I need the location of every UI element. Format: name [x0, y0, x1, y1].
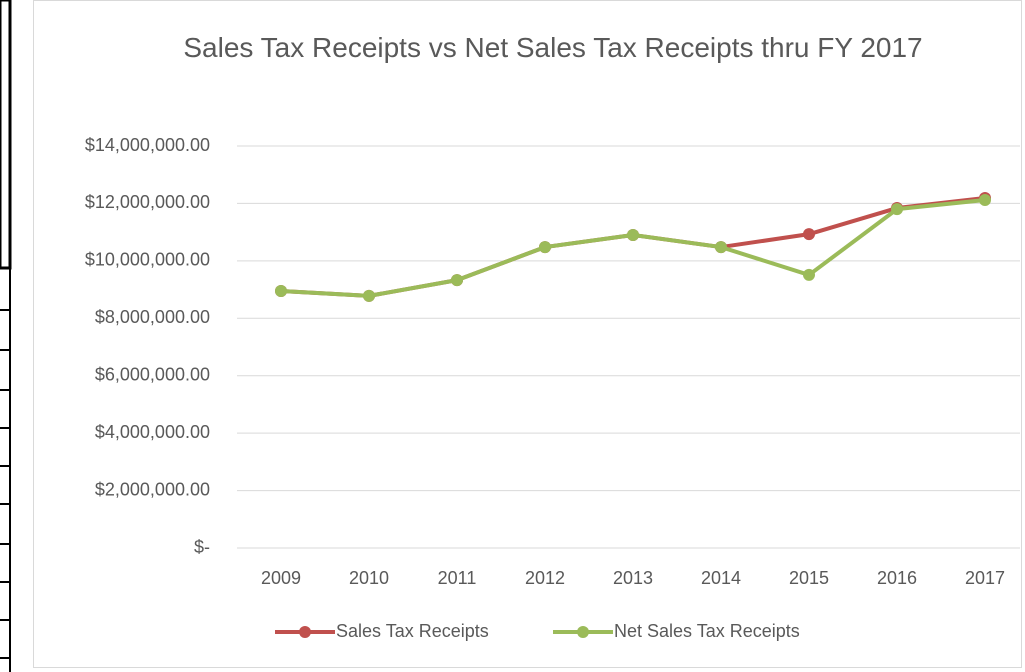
legend-marker [299, 626, 311, 638]
y-tick-label: $8,000,000.00 [95, 307, 210, 327]
x-tick-label: 2011 [438, 568, 477, 588]
data-point [275, 285, 287, 298]
data-point [451, 274, 463, 287]
chart-frame [33, 0, 1022, 668]
y-tick-label: $2,000,000.00 [95, 479, 210, 499]
x-tick-label: 2009 [261, 568, 301, 588]
x-tick-label: 2015 [789, 568, 829, 588]
legend-marker [577, 626, 589, 638]
y-tick-label: $- [194, 537, 210, 557]
x-tick-label: 2014 [701, 568, 741, 588]
x-tick-label: 2017 [965, 568, 1005, 588]
data-point [363, 289, 375, 302]
data-point [627, 229, 639, 242]
y-tick-label: $10,000,000.00 [85, 250, 210, 270]
x-tick-label: 2016 [877, 568, 917, 588]
x-tick-label: 2013 [613, 568, 653, 588]
data-point [539, 241, 551, 254]
y-tick-label: $6,000,000.00 [95, 364, 210, 384]
legend-label: Net Sales Tax Receipts [614, 621, 800, 641]
data-point [803, 268, 815, 281]
data-point [715, 241, 727, 254]
data-point [891, 203, 903, 216]
data-point [803, 228, 815, 241]
x-tick-label: 2012 [525, 568, 565, 588]
y-tick-label: $14,000,000.00 [85, 135, 210, 155]
x-tick-label: 2010 [349, 568, 389, 588]
chart-title: Sales Tax Receipts vs Net Sales Tax Rece… [183, 32, 923, 63]
y-tick-label: $12,000,000.00 [85, 192, 210, 212]
sheet-borders [0, 0, 12, 672]
legend-label: Sales Tax Receipts [336, 621, 489, 641]
data-point [979, 193, 991, 206]
y-tick-label: $4,000,000.00 [95, 422, 210, 442]
